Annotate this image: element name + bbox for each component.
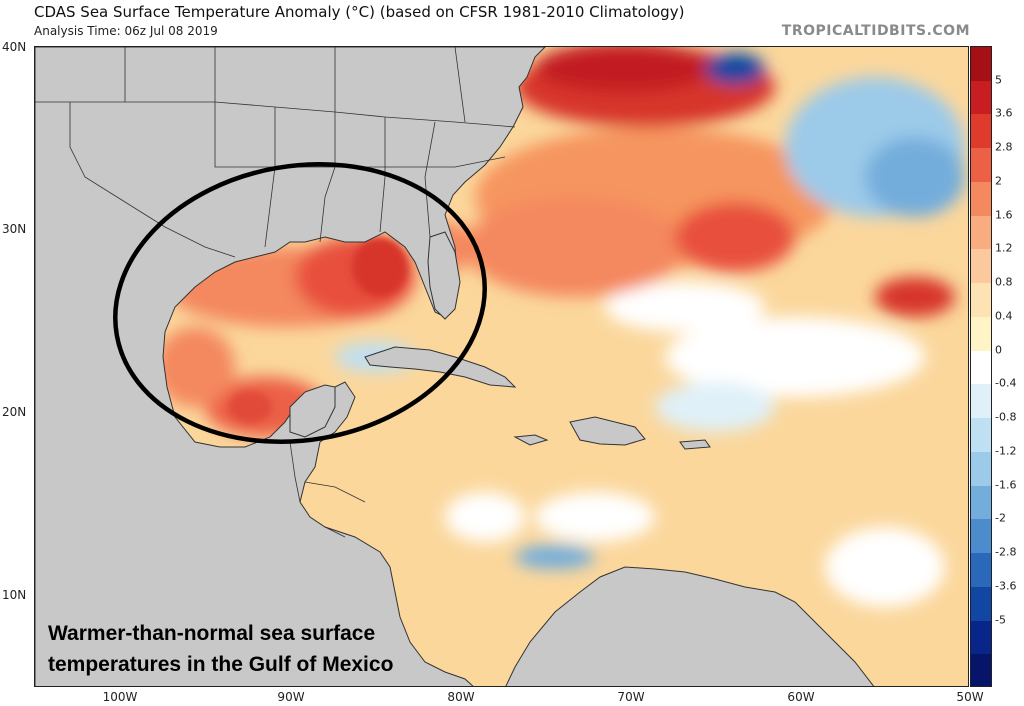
colorbar-segment bbox=[971, 485, 991, 520]
annotation-line-2: temperatures in the Gulf of Mexico bbox=[48, 653, 394, 676]
cuba bbox=[364, 346, 517, 388]
colorbar-segment bbox=[971, 553, 991, 588]
map-title: CDAS Sea Surface Temperature Anomaly (°C… bbox=[34, 3, 685, 21]
colorbar-segment bbox=[971, 47, 991, 82]
colorbar-tick-label: -3.6 bbox=[995, 579, 1017, 593]
colorbar-segment bbox=[971, 620, 991, 655]
gulf-hotspot bbox=[352, 237, 408, 297]
colorbar-tick-label: 0.8 bbox=[995, 275, 1013, 289]
colorbar bbox=[970, 46, 992, 687]
colorbar-segment bbox=[971, 283, 991, 318]
analysis-time: Analysis Time: 06z Jul 08 2019 bbox=[34, 24, 218, 38]
lat-label-30n: 30N bbox=[2, 222, 27, 236]
colorbar-segment bbox=[971, 350, 991, 385]
colorbar-segment bbox=[971, 316, 991, 352]
source-credit: TROPICALTIDBITS.COM bbox=[781, 23, 970, 39]
colorbar-tick-label: -1.2 bbox=[995, 444, 1017, 458]
colorbar-segment bbox=[971, 384, 991, 419]
colorbar-segment bbox=[971, 586, 991, 622]
lon-label-70w: 70W bbox=[617, 690, 645, 704]
lon-label-50w: 50W bbox=[956, 690, 984, 704]
lon-label-100w: 100W bbox=[102, 690, 138, 704]
annotation-text: Warmer-than-normal sea surface temperatu… bbox=[48, 618, 393, 680]
lat-label-10n: 10N bbox=[2, 588, 27, 602]
colorbar-tick-label: 2 bbox=[995, 174, 1002, 188]
sst-anomaly-map bbox=[34, 46, 969, 687]
colorbar-segment bbox=[971, 654, 991, 686]
colorbar-tick-label: 2.8 bbox=[995, 140, 1013, 154]
gulf-highlight-ellipse bbox=[113, 162, 487, 444]
colorbar-tick-label: -2 bbox=[995, 511, 1006, 525]
colorbar-segment bbox=[971, 80, 991, 115]
colorbar-segment bbox=[971, 114, 991, 149]
map-canvas bbox=[35, 47, 968, 686]
colorbar-segment bbox=[971, 215, 991, 250]
lon-label-60w: 60W bbox=[787, 690, 815, 704]
colorbar-tick-label: 1.6 bbox=[995, 208, 1013, 222]
annotation-line-1: Warmer-than-normal sea surface bbox=[48, 622, 376, 645]
colorbar-tick-label: 5 bbox=[995, 73, 1002, 87]
colorbar-segment bbox=[971, 181, 991, 217]
land-masses bbox=[35, 47, 875, 686]
lon-label-90w: 90W bbox=[277, 690, 305, 704]
political-borders bbox=[35, 47, 516, 538]
north-america bbox=[35, 47, 546, 686]
colorbar-tick-label: 0 bbox=[995, 343, 1002, 357]
hispaniola bbox=[569, 416, 646, 446]
lat-label-20n: 20N bbox=[2, 405, 27, 419]
colorbar-tick-label: -2.8 bbox=[995, 545, 1017, 559]
lon-label-80w: 80W bbox=[447, 690, 475, 704]
colorbar-tick-label: 3.6 bbox=[995, 106, 1013, 120]
colorbar-tick-label: -1.6 bbox=[995, 478, 1017, 492]
colorbar-segment bbox=[971, 451, 991, 487]
colorbar-segment bbox=[971, 418, 991, 453]
colorbar-tick-label: -0.8 bbox=[995, 410, 1017, 424]
colorbar-segment bbox=[971, 519, 991, 554]
colorbar-segment bbox=[971, 249, 991, 284]
colorbar-segment bbox=[971, 148, 991, 183]
south-america bbox=[505, 566, 875, 686]
colorbar-tick-label: 1.2 bbox=[995, 241, 1013, 255]
colorbar-tick-label: -0.4 bbox=[995, 376, 1017, 390]
colorbar-tick-label: -5 bbox=[995, 613, 1006, 627]
lat-label-40n: 40N bbox=[2, 40, 27, 54]
colorbar-tick-label: 0.4 bbox=[995, 309, 1013, 323]
